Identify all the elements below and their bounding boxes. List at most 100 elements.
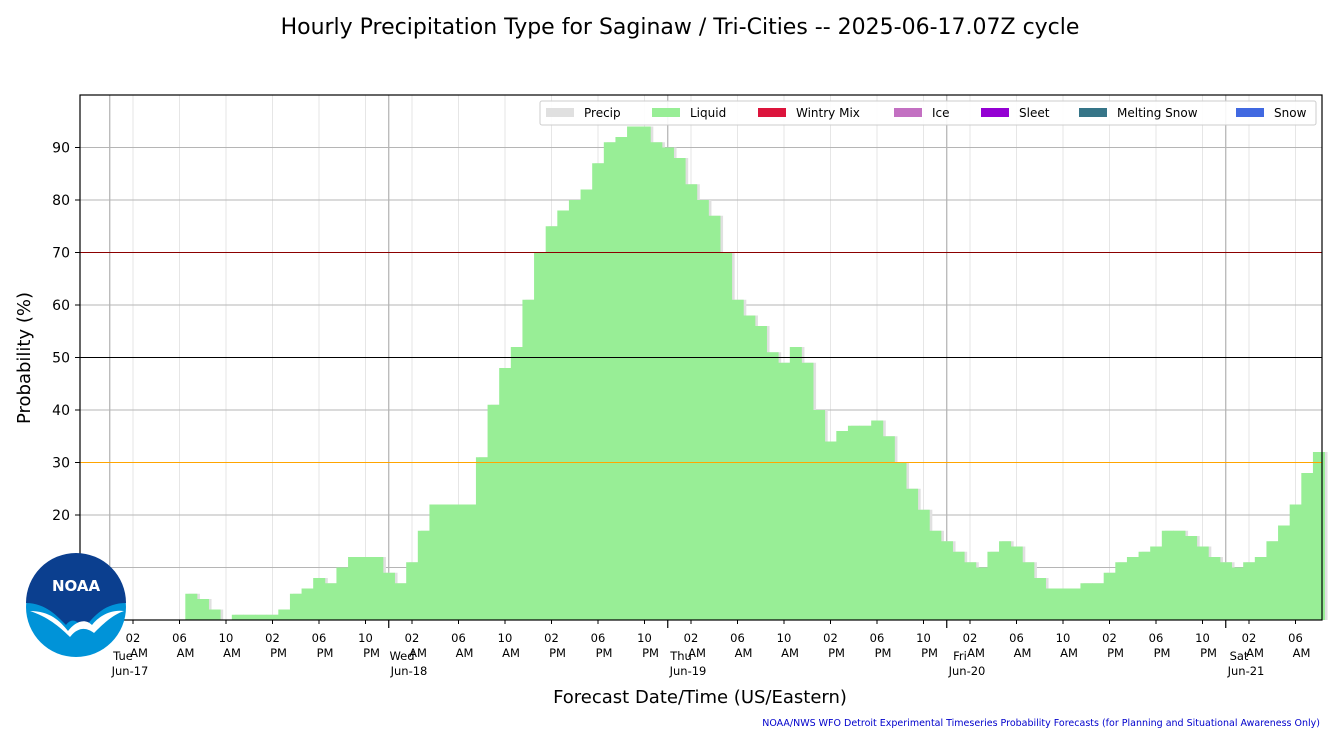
liquid-bar: [1161, 530, 1174, 620]
y-tick-label: 30: [52, 456, 70, 472]
legend-swatch: [1079, 108, 1107, 117]
legend-label: Melting Snow: [1117, 106, 1198, 120]
legend: Precip Liquid Wintry Mix Ice Sleet Melting Sn…: [539, 100, 1317, 126]
x-axis-label: Forecast Date/Time (US/Eastern): [553, 687, 847, 708]
x-tick-ampm: PM: [1154, 646, 1171, 660]
liquid-bar: [441, 504, 454, 620]
liquid-bar: [510, 347, 523, 620]
y-tick-label: 20: [52, 508, 70, 524]
x-tick-ampm: PM: [828, 646, 845, 660]
legend-label: Precip: [584, 106, 621, 120]
x-tick-hour: 02: [1102, 631, 1117, 645]
x-tick-hour: 10: [777, 631, 792, 645]
x-tick-date: Jun-18: [390, 664, 428, 678]
liquid-bar: [278, 609, 291, 620]
legend-swatch: [546, 108, 574, 117]
liquid-bar: [1022, 562, 1035, 620]
liquid-bar: [185, 593, 198, 620]
liquid-bar: [452, 504, 465, 620]
liquid-bar: [1150, 546, 1163, 620]
liquid-bar: [708, 215, 721, 620]
x-tick-ampm: AM: [223, 646, 241, 660]
x-tick-ampm: PM: [596, 646, 613, 660]
legend-swatch: [758, 108, 786, 117]
liquid-bar: [836, 431, 849, 620]
liquid-bar: [1126, 557, 1139, 620]
y-axis-ticks: 20 30 40 50 60 70 80 90: [52, 141, 80, 524]
liquid-bar: [1243, 562, 1256, 620]
x-tick-hour: 10: [219, 631, 234, 645]
x-tick-day: Tue: [112, 649, 133, 663]
x-tick-ampm: AM: [1246, 646, 1264, 660]
liquid-bar: [615, 137, 628, 620]
x-tick-hour: 06: [730, 631, 745, 645]
liquid-bar: [789, 347, 802, 620]
liquid-bar: [348, 557, 361, 620]
x-tick-day: Thu: [669, 649, 692, 663]
liquid-bar: [522, 299, 535, 620]
liquid-bar: [557, 210, 570, 620]
liquid-bar: [685, 184, 698, 620]
liquid-bar: [1092, 583, 1105, 620]
liquid-bar: [627, 126, 640, 620]
liquid-bar: [196, 599, 209, 620]
x-tick-day: Fri: [953, 649, 967, 663]
x-tick-hour: 10: [1056, 631, 1071, 645]
liquid-bar: [394, 583, 407, 620]
y-tick-label: 50: [52, 351, 70, 367]
liquid-bar: [673, 158, 686, 620]
liquid-bar: [824, 441, 837, 620]
liquid-bar: [1289, 504, 1302, 620]
liquid-bar: [766, 352, 779, 620]
reference-lines: [80, 252, 1322, 463]
liquid-bar: [999, 541, 1012, 620]
x-tick-ampm: PM: [1107, 646, 1124, 660]
liquid-bar: [231, 614, 244, 620]
liquid-bar: [975, 567, 988, 620]
liquid-bar: [406, 562, 419, 620]
x-tick-ampm: AM: [781, 646, 799, 660]
liquid-bar: [464, 504, 477, 620]
x-tick-hour: 06: [1009, 631, 1024, 645]
liquid-bar: [603, 142, 616, 620]
noaa-logo-icon: NOAA: [26, 553, 126, 657]
liquid-bar: [696, 200, 709, 620]
x-tick-day: Wed: [389, 649, 414, 663]
legend-label: Ice: [932, 106, 950, 120]
x-tick-day: Sat: [1230, 649, 1249, 663]
liquid-bar: [568, 200, 581, 620]
x-tick-hour: 06: [1288, 631, 1303, 645]
x-tick-date: Jun-19: [669, 664, 707, 678]
liquid-bar: [638, 126, 651, 620]
liquid-bar: [487, 404, 500, 620]
x-tick-hour: 02: [684, 631, 699, 645]
legend-swatch: [981, 108, 1009, 117]
x-tick-ampm: AM: [967, 646, 985, 660]
y-tick-label: 80: [52, 193, 70, 209]
liquid-bar: [1185, 536, 1198, 620]
liquid-bar: [592, 163, 605, 620]
legend-label: Liquid: [690, 106, 726, 120]
x-tick-hour: 02: [405, 631, 420, 645]
chart-title: Hourly Precipitation Type for Saginaw / …: [281, 15, 1080, 40]
x-tick-ampm: PM: [317, 646, 334, 660]
y-tick-label: 60: [52, 298, 70, 314]
liquid-bar: [1278, 525, 1291, 620]
liquid-bar: [475, 457, 488, 620]
liquid-bar: [1231, 567, 1244, 620]
liquid-bar: [871, 420, 884, 620]
legend-swatch: [652, 108, 680, 117]
legend-swatch: [1236, 108, 1264, 117]
liquid-bar: [1033, 578, 1046, 620]
x-tick-hour: 06: [451, 631, 466, 645]
x-tick-date: Jun-21: [1227, 664, 1265, 678]
liquid-bar: [266, 614, 279, 620]
bars-layer: [185, 126, 1328, 620]
x-tick-ampm: PM: [875, 646, 892, 660]
liquid-bar: [1196, 546, 1209, 620]
liquid-bar: [964, 562, 977, 620]
liquid-bar: [1045, 588, 1058, 620]
liquid-bar: [1080, 583, 1093, 620]
liquid-bar: [336, 567, 349, 620]
